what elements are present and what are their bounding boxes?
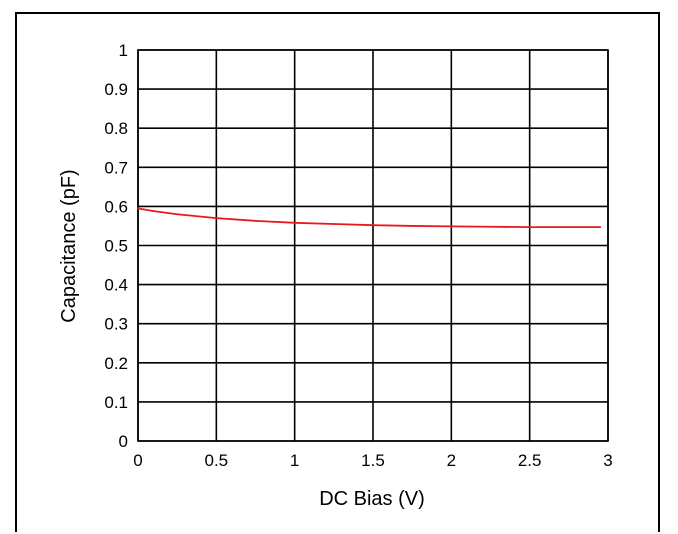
y-tick-label: 0.3 [104,315,128,334]
series-point [450,225,453,228]
series-point [176,213,179,216]
y-tick-label: 0.9 [104,80,128,99]
x-tick-label: 3 [603,451,612,470]
series-point [528,226,531,229]
tick-label-layer: 0 0.1 0.2 0.3 0.4 0.5 0.6 0.7 0.8 0.9 1 0 0.5 1 1.5 2 2.… [104,41,612,470]
series-point [332,223,335,225]
y-tick-label: 0.4 [104,276,128,295]
x-tick-label: 2.5 [518,451,542,470]
x-tick-label: 2 [447,451,456,470]
series-point [599,226,602,229]
x-tick-label: 1.5 [361,451,385,470]
y-axis-title: Capacitance (pF) [58,169,80,322]
series-point [489,225,492,228]
series-line [137,207,602,229]
series-point [137,207,139,210]
series-point [411,225,414,227]
series-point [254,219,257,222]
y-tick-label: 0.7 [104,158,128,177]
grid-layer [137,49,609,442]
series-point [567,226,570,229]
series-point [215,217,218,220]
x-tick-label: 0.5 [205,451,229,470]
x-tick-label: 0 [133,451,142,470]
series-point [293,221,296,224]
series-point [372,224,374,227]
y-tick-label: 1 [119,41,128,60]
y-tick-label: 0.8 [104,119,128,138]
y-tick-label: 0 [119,432,128,451]
y-tick-label: 0.2 [104,354,128,373]
y-tick-label: 0.1 [104,393,128,412]
figure-frame [15,12,660,532]
x-tick-label: 1 [290,451,299,470]
series-point [152,210,155,212]
plot-area-border [137,49,609,442]
x-axis-title: DC Bias (V) [319,488,425,510]
y-tick-label: 0.6 [104,197,128,216]
series-layer [137,207,602,229]
y-tick-label: 0.5 [104,237,128,256]
